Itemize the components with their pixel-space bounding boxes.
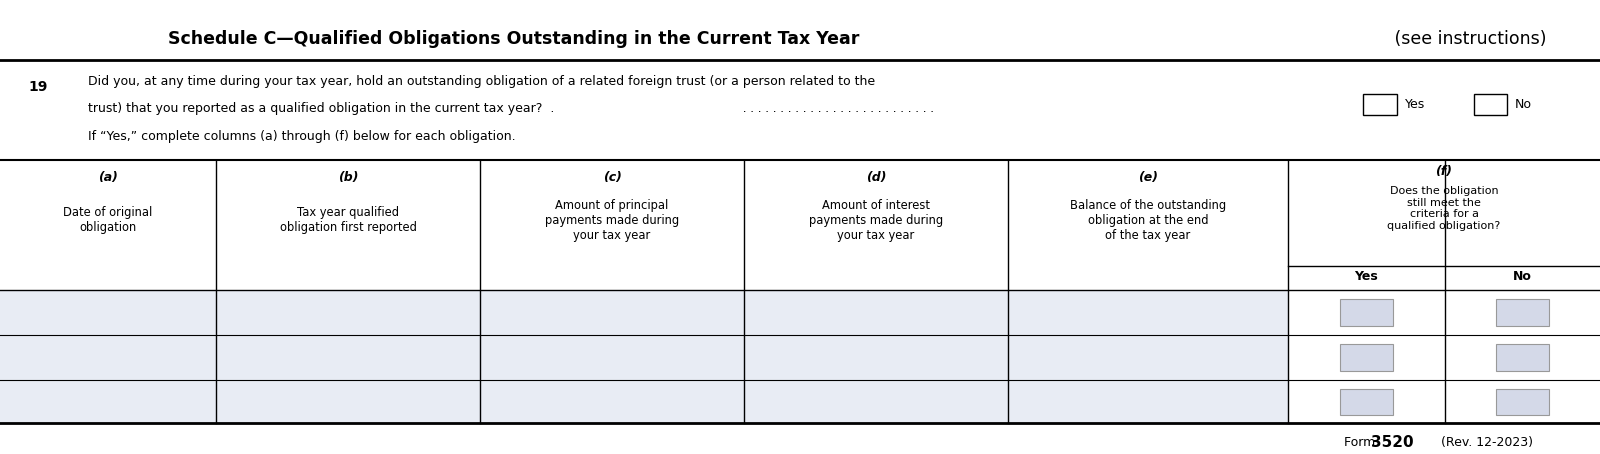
Text: Amount of interest
payments made during
your tax year: Amount of interest payments made during … bbox=[810, 199, 942, 242]
Text: Date of original
obligation: Date of original obligation bbox=[64, 206, 152, 234]
Text: (e): (e) bbox=[1138, 171, 1158, 183]
Text: No: No bbox=[1515, 98, 1533, 111]
Text: . . . . . . . . . . . . . . . . . . . . . . . . . .: . . . . . . . . . . . . . . . . . . . . … bbox=[739, 102, 934, 114]
Text: (a): (a) bbox=[98, 171, 118, 183]
Text: Amount of principal
payments made during
your tax year: Amount of principal payments made during… bbox=[546, 199, 678, 242]
Text: trust) that you reported as a qualified obligation in the current tax year?  .: trust) that you reported as a qualified … bbox=[88, 102, 554, 114]
Text: Yes: Yes bbox=[1355, 271, 1378, 283]
Bar bbox=[1341, 299, 1394, 326]
Bar bbox=[0, 380, 1288, 423]
Text: Does the obligation
still meet the
criteria for a
qualified obligation?: Does the obligation still meet the crite… bbox=[1387, 186, 1501, 231]
Text: Yes: Yes bbox=[1405, 98, 1426, 111]
Bar bbox=[1341, 344, 1394, 371]
Text: Form: Form bbox=[1344, 436, 1379, 449]
Text: 3520: 3520 bbox=[1371, 435, 1414, 450]
Text: Schedule C—Qualified Obligations Outstanding in the Current Tax Year: Schedule C—Qualified Obligations Outstan… bbox=[168, 30, 859, 48]
Bar bbox=[1496, 389, 1549, 415]
Text: (d): (d) bbox=[866, 171, 886, 183]
Bar bbox=[1474, 94, 1507, 115]
Bar bbox=[1496, 344, 1549, 371]
Text: (b): (b) bbox=[338, 171, 358, 183]
Text: (f): (f) bbox=[1435, 165, 1453, 178]
Bar bbox=[1496, 299, 1549, 326]
Text: Did you, at any time during your tax year, hold an outstanding obligation of a r: Did you, at any time during your tax yea… bbox=[88, 75, 875, 88]
Text: (c): (c) bbox=[603, 171, 621, 183]
Text: (see instructions): (see instructions) bbox=[1389, 30, 1546, 48]
Bar bbox=[0, 290, 1288, 335]
Text: 19: 19 bbox=[29, 80, 48, 94]
Text: Tax year qualified
obligation first reported: Tax year qualified obligation first repo… bbox=[280, 206, 416, 234]
Text: Balance of the outstanding
obligation at the end
of the tax year: Balance of the outstanding obligation at… bbox=[1070, 199, 1226, 242]
Bar bbox=[1363, 94, 1397, 115]
Text: (Rev. 12-2023): (Rev. 12-2023) bbox=[1437, 436, 1533, 449]
Bar bbox=[1341, 389, 1394, 415]
Text: No: No bbox=[1514, 271, 1531, 283]
Text: If “Yes,” complete columns (a) through (f) below for each obligation.: If “Yes,” complete columns (a) through (… bbox=[88, 130, 515, 143]
Bar bbox=[0, 335, 1288, 380]
